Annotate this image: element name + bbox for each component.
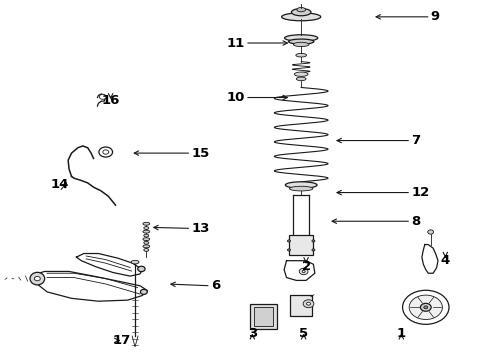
Ellipse shape [143, 245, 150, 248]
Ellipse shape [285, 182, 317, 188]
Ellipse shape [403, 290, 449, 324]
Ellipse shape [289, 39, 314, 44]
Ellipse shape [34, 276, 40, 281]
Text: 8: 8 [411, 215, 420, 228]
Ellipse shape [292, 9, 311, 16]
Ellipse shape [30, 273, 45, 285]
Ellipse shape [99, 94, 106, 99]
Ellipse shape [285, 35, 318, 41]
Text: 9: 9 [431, 10, 440, 23]
Ellipse shape [420, 303, 431, 311]
Bar [289, 234, 314, 255]
Text: 12: 12 [411, 186, 429, 199]
Text: 2: 2 [301, 260, 311, 273]
Ellipse shape [296, 53, 307, 57]
Text: 13: 13 [191, 222, 210, 235]
Ellipse shape [409, 295, 442, 319]
Text: 3: 3 [248, 327, 257, 339]
Text: 10: 10 [226, 91, 245, 104]
Ellipse shape [138, 266, 145, 272]
Bar [250, 305, 277, 329]
Ellipse shape [143, 222, 150, 225]
Text: 15: 15 [191, 147, 210, 159]
Ellipse shape [290, 186, 313, 191]
Text: 14: 14 [50, 179, 69, 192]
Text: 7: 7 [411, 134, 420, 147]
Text: 5: 5 [299, 327, 308, 339]
Ellipse shape [288, 249, 291, 251]
Ellipse shape [307, 302, 311, 305]
Text: 16: 16 [101, 94, 120, 107]
Ellipse shape [282, 13, 321, 21]
Text: 1: 1 [397, 327, 406, 339]
Ellipse shape [288, 240, 291, 242]
Ellipse shape [296, 77, 306, 81]
Ellipse shape [144, 248, 149, 251]
Text: 17: 17 [112, 334, 130, 347]
Bar [254, 307, 273, 326]
Ellipse shape [299, 268, 308, 275]
Ellipse shape [297, 8, 306, 12]
Ellipse shape [312, 240, 315, 242]
Ellipse shape [141, 289, 147, 294]
Ellipse shape [428, 230, 434, 234]
Ellipse shape [294, 42, 309, 46]
Bar [290, 296, 313, 316]
Ellipse shape [144, 234, 149, 237]
Ellipse shape [294, 72, 308, 76]
Ellipse shape [143, 238, 150, 240]
Ellipse shape [303, 300, 314, 308]
Ellipse shape [312, 249, 315, 251]
Ellipse shape [144, 241, 149, 244]
Ellipse shape [302, 270, 305, 273]
Ellipse shape [131, 260, 139, 264]
Ellipse shape [103, 150, 109, 154]
Text: 11: 11 [227, 36, 245, 50]
Ellipse shape [99, 147, 113, 157]
Text: 4: 4 [441, 253, 450, 266]
Ellipse shape [424, 306, 428, 309]
Text: 6: 6 [211, 279, 220, 292]
Ellipse shape [143, 230, 150, 233]
Ellipse shape [144, 226, 149, 229]
